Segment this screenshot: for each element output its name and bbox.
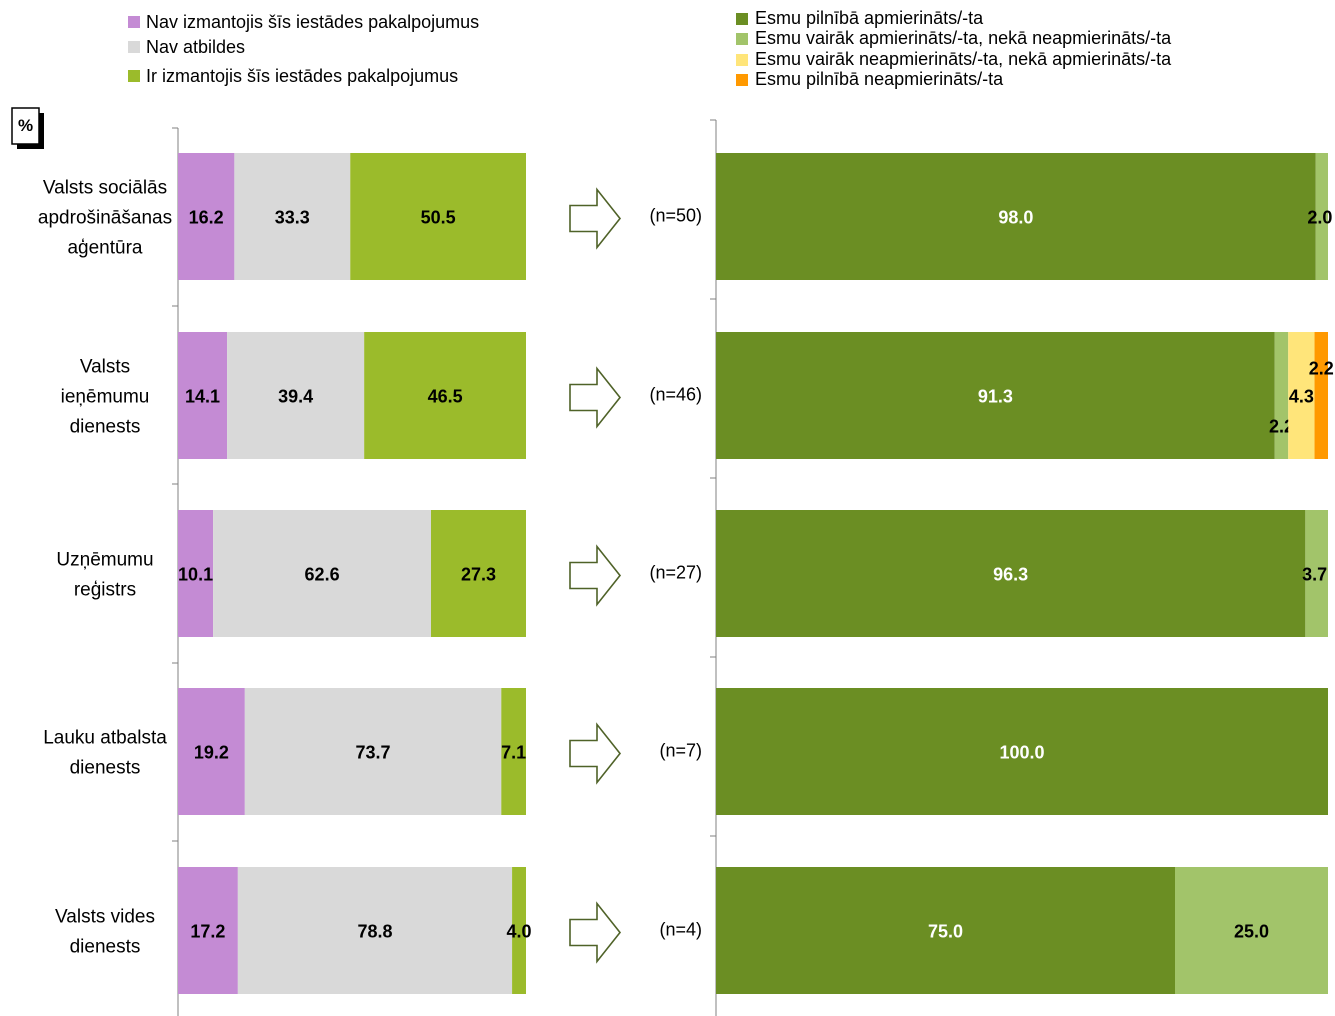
legend-swatch	[736, 74, 748, 86]
n-label: (n=7)	[659, 741, 702, 761]
data-label: 73.7	[356, 743, 391, 763]
bar-segment	[501, 688, 526, 815]
bar-segment	[716, 688, 1328, 815]
bar-segment	[716, 867, 1175, 994]
data-label: 2.2	[1269, 417, 1294, 437]
bar-segment	[512, 867, 526, 994]
bar-segment	[244, 688, 502, 815]
category-label: ieņēmumu	[61, 387, 150, 408]
category-label: dienests	[70, 758, 141, 779]
arrow-icon	[569, 366, 622, 429]
bar-segment	[178, 510, 214, 637]
bar-segment	[178, 688, 245, 815]
arrow-icon	[569, 187, 622, 250]
bar-segment	[178, 867, 238, 994]
category-label: apdrošināšanas	[38, 208, 172, 229]
bar-segment	[716, 510, 1306, 637]
bar-segment	[1175, 867, 1328, 994]
legend-label: Esmu pilnībā apmierināts/-ta	[755, 8, 984, 28]
data-label: 16.2	[189, 208, 224, 228]
arrow-icon	[569, 722, 622, 785]
bar-segment	[227, 332, 365, 459]
category-label: Valsts sociālās	[43, 178, 167, 199]
data-label: 2.0	[1307, 208, 1332, 228]
data-label: 10.1	[178, 565, 213, 585]
data-label: 33.3	[275, 208, 310, 228]
legend-label: Esmu vairāk neapmierināts/-ta, nekā apmi…	[755, 49, 1172, 69]
n-label: (n=27)	[649, 563, 702, 583]
data-label: 7.1	[501, 743, 526, 763]
data-label: 75.0	[928, 922, 963, 942]
unit-box	[11, 107, 40, 145]
category-label: dienests	[70, 937, 141, 958]
bar-segment	[1288, 332, 1315, 459]
bar-segment	[716, 332, 1275, 459]
n-label: (n=50)	[649, 206, 702, 226]
legend-swatch	[736, 13, 748, 25]
arrow-icon	[569, 901, 622, 964]
category-label: Valsts vides	[55, 907, 155, 928]
legend-label: Esmu vairāk apmierināts/-ta, nekā neapmi…	[755, 28, 1172, 48]
bar-segment	[237, 867, 513, 994]
category-label: aģentūra	[67, 238, 142, 259]
bar-segment	[1315, 153, 1328, 280]
data-label: 96.3	[993, 565, 1028, 585]
data-label: 2.2	[1309, 359, 1334, 379]
category-label: Uzņēmumu	[56, 550, 153, 571]
data-label: 3.7	[1302, 565, 1327, 585]
legend-label: Ir izmantojis šīs iestādes pakalpojumus	[146, 66, 458, 86]
category-label: reģistrs	[74, 580, 136, 601]
bar-segment	[430, 510, 526, 637]
legend-swatch	[128, 41, 140, 53]
data-label: 62.6	[305, 565, 340, 585]
category-label: Lauku atbalsta	[43, 728, 167, 749]
category-label: Valsts	[80, 357, 130, 378]
bar-segment	[178, 153, 235, 280]
data-label: 39.4	[278, 387, 313, 407]
legend-label: Nav atbildes	[146, 37, 245, 57]
bar-segment	[364, 332, 526, 459]
arrow-icon	[569, 544, 622, 607]
bar-segment	[350, 153, 526, 280]
bar-segment	[1314, 332, 1328, 459]
data-label: 4.0	[507, 922, 532, 942]
legend-label: Esmu pilnībā neapmierināts/-ta	[755, 69, 1004, 89]
data-label: 98.0	[998, 208, 1033, 228]
data-label: 50.5	[421, 208, 456, 228]
unit-label: %	[18, 116, 33, 135]
bar-segment	[1305, 510, 1328, 637]
n-label: (n=46)	[649, 385, 702, 405]
data-label: 19.2	[194, 743, 229, 763]
legend-swatch	[736, 54, 748, 66]
bar-segment	[213, 510, 431, 637]
legend-swatch	[736, 33, 748, 45]
data-label: 4.3	[1289, 387, 1314, 407]
data-label: 27.3	[461, 565, 496, 585]
data-label: 17.2	[190, 922, 225, 942]
data-label: 78.8	[357, 922, 392, 942]
bar-segment	[716, 153, 1316, 280]
data-label: 14.1	[185, 387, 220, 407]
data-label: 91.3	[978, 387, 1013, 407]
bar-segment	[178, 332, 228, 459]
legend-swatch	[128, 16, 140, 28]
data-label: 25.0	[1234, 922, 1269, 942]
legend-label: Nav izmantojis šīs iestādes pakalpojumus	[146, 12, 479, 32]
category-label: dienests	[70, 417, 141, 438]
data-label: 46.5	[428, 387, 463, 407]
bar-segment	[234, 153, 351, 280]
n-label: (n=4)	[659, 920, 702, 940]
data-label: 100.0	[999, 743, 1044, 763]
legend-swatch	[128, 70, 140, 82]
bar-segment	[1274, 332, 1289, 459]
